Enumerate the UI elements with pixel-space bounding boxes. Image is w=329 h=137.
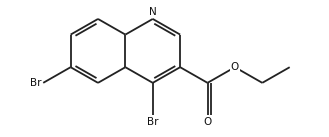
Text: Br: Br bbox=[30, 78, 42, 88]
Text: O: O bbox=[231, 62, 239, 72]
Text: O: O bbox=[203, 117, 212, 127]
Text: Br: Br bbox=[147, 117, 159, 127]
Text: N: N bbox=[149, 7, 157, 17]
